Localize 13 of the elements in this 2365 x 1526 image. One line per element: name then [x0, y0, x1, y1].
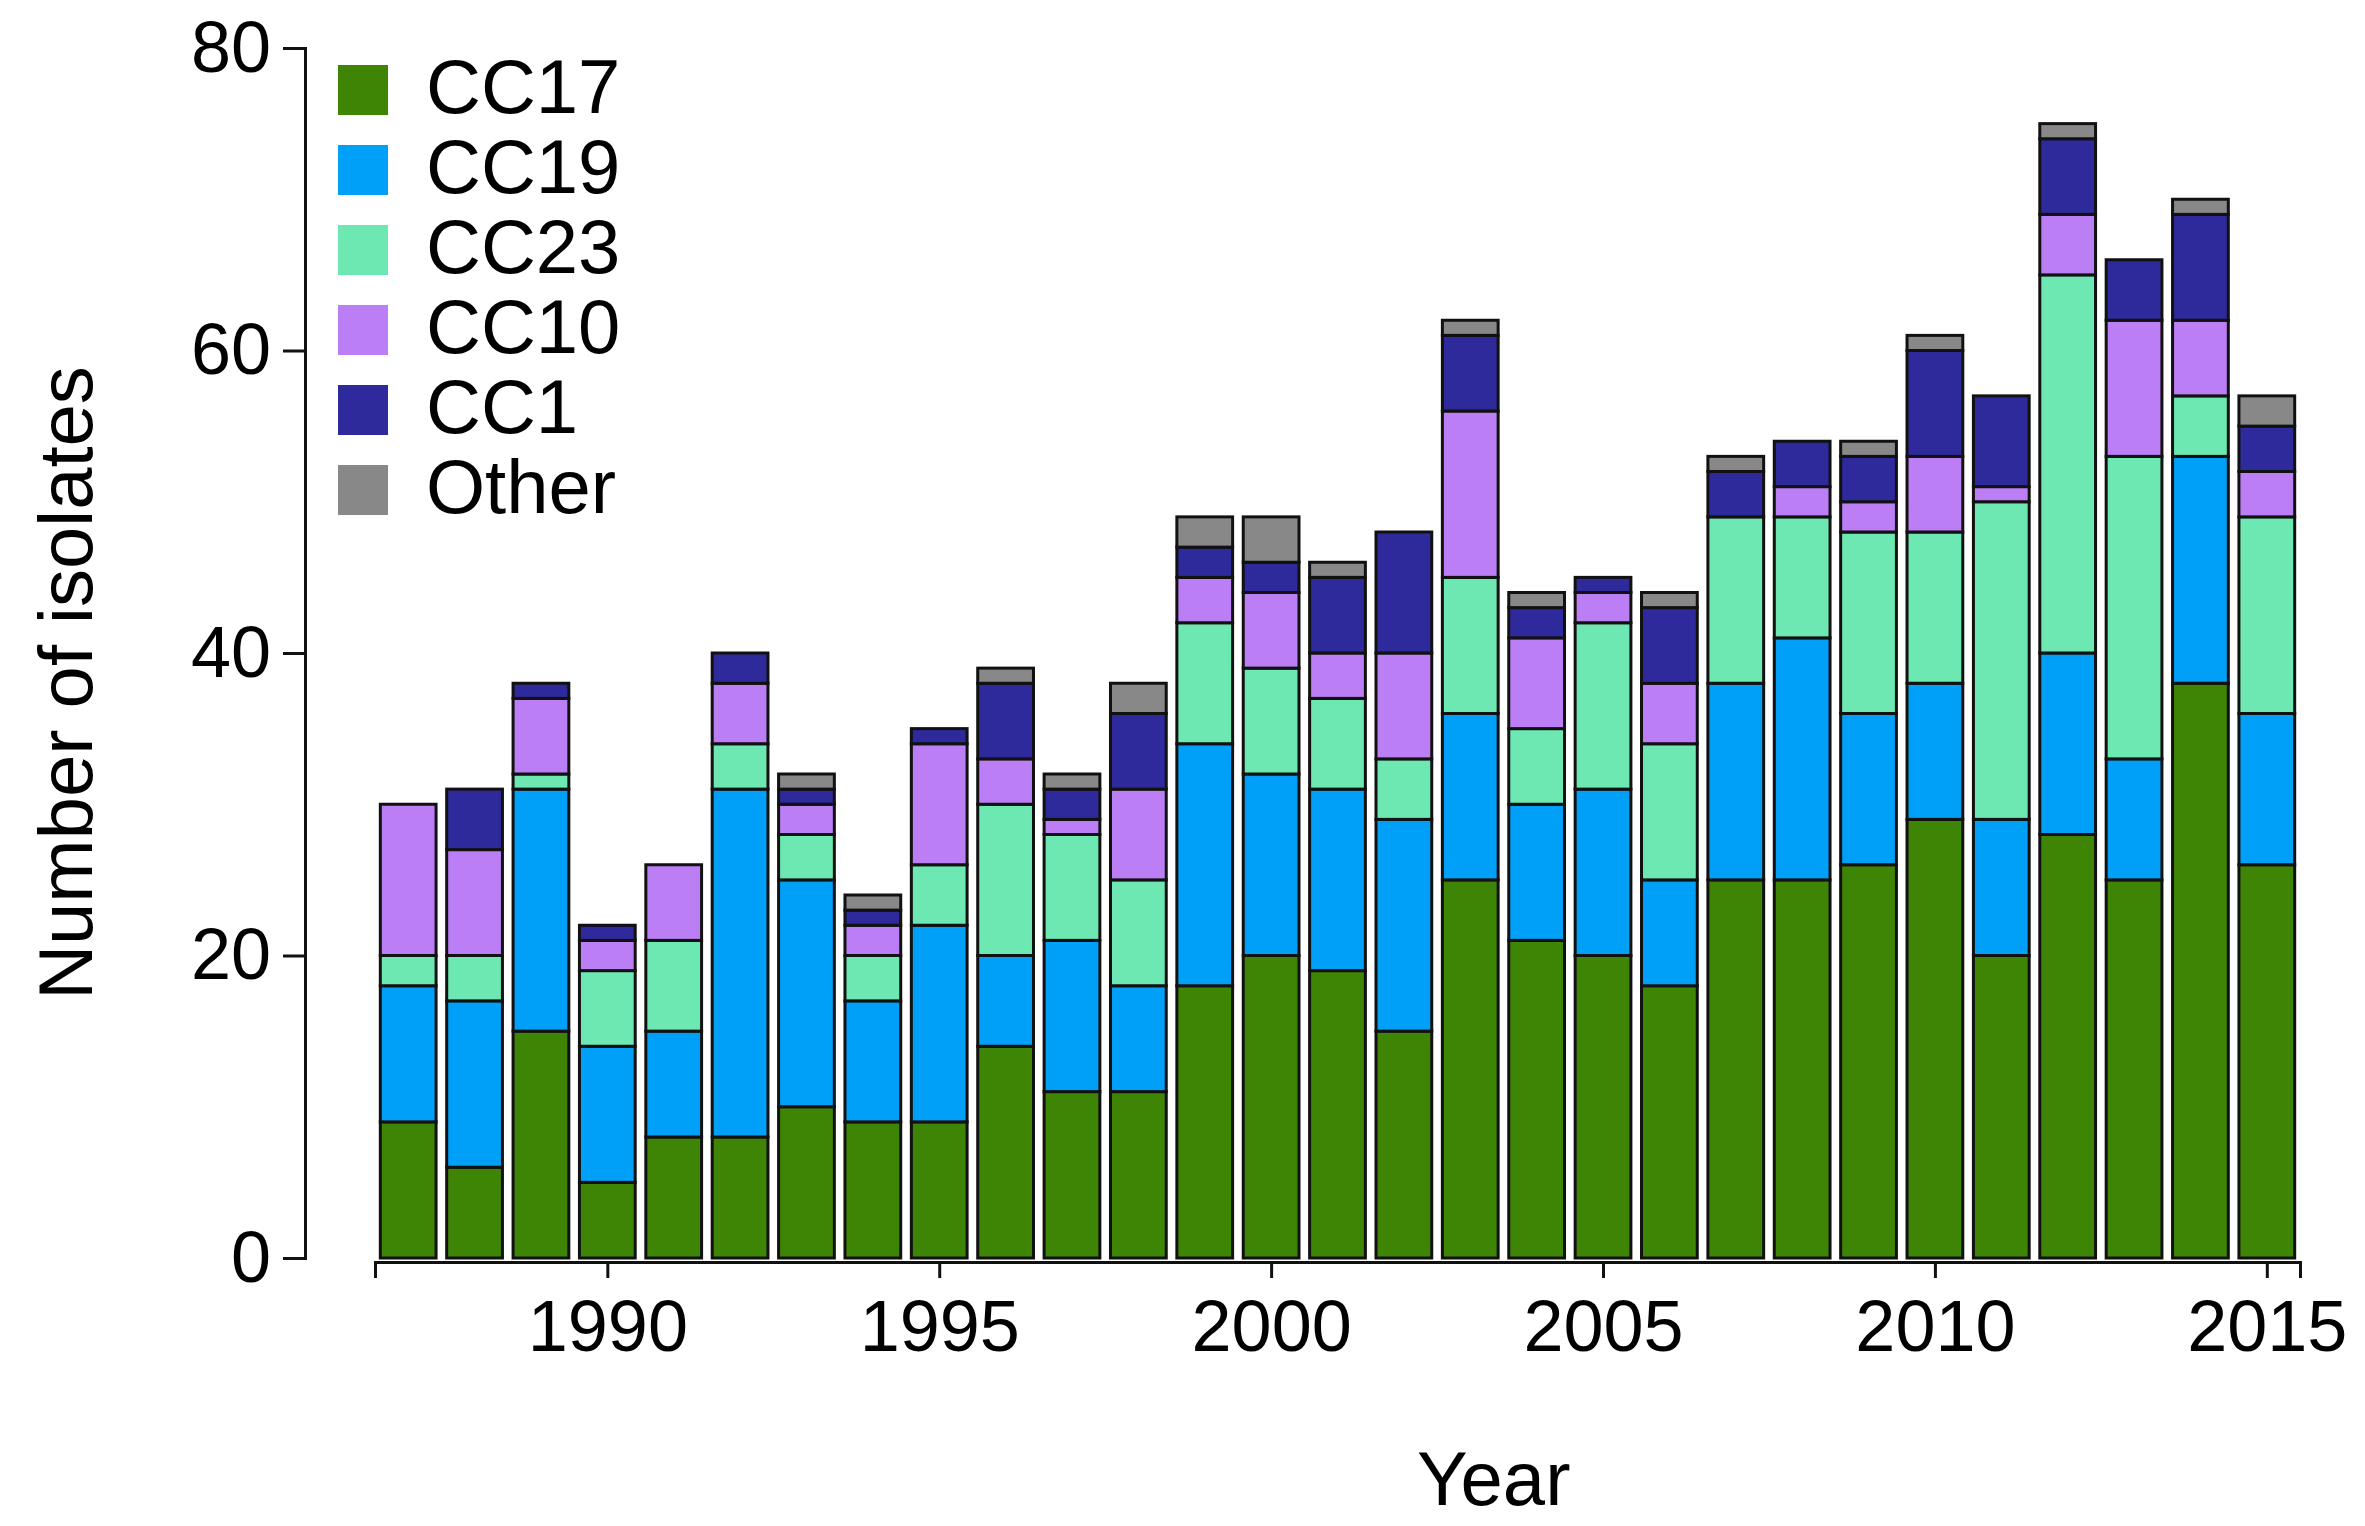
- y-tick-label: 80: [190, 6, 271, 87]
- x-tick-label: 1995: [859, 1286, 1020, 1367]
- x-tick-label: 2010: [1855, 1286, 2016, 1367]
- x-tick-label: 1990: [527, 1286, 688, 1367]
- y-tick-label: 60: [190, 309, 271, 390]
- x-axis-title: Year: [1416, 1436, 1571, 1521]
- x-tick-label: 2015: [2187, 1286, 2348, 1367]
- x-tick-label: 2000: [1191, 1286, 1352, 1367]
- x-tick-label: 2005: [1523, 1286, 1684, 1367]
- y-tick-label: 40: [190, 611, 271, 692]
- y-tick-label: 0: [230, 1216, 271, 1297]
- y-axis-title: Number of isolates: [23, 366, 108, 1000]
- y-tick-label: 20: [190, 914, 271, 995]
